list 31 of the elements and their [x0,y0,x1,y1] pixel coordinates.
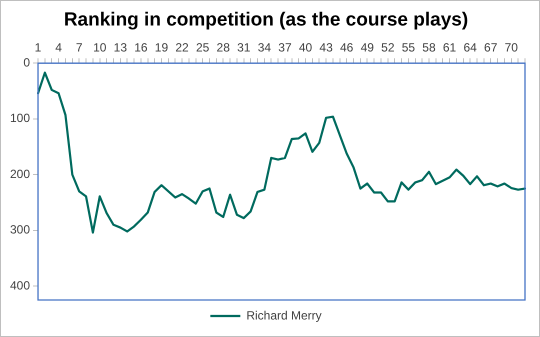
x-tick-label: 49 [360,40,374,54]
x-tick-label: 37 [278,40,292,54]
y-tick-label: 0 [23,56,30,70]
x-tick-label: 52 [381,40,395,54]
x-tick-label: 13 [114,40,128,54]
chart-title: Ranking in competition (as the course plays) [64,10,468,31]
x-tick-label: 4 [55,40,62,54]
x-tick-label: 70 [504,40,518,54]
x-tick-label: 7 [76,40,83,54]
x-tick-label: 34 [258,40,272,54]
x-tick-label: 19 [154,40,168,54]
x-tick-label: 58 [422,40,436,54]
y-tick-label: 200 [10,166,30,181]
legend-label: Richard Merry [246,308,322,322]
x-tick-label: 64 [463,40,478,54]
x-tick-label: 10 [93,40,107,54]
x-tick-label: 1 [34,40,42,54]
x-tick-label: 28 [216,40,230,54]
x-tick-label: 22 [175,40,190,54]
x-tick-label: 55 [402,40,416,54]
x-tick-label: 16 [134,40,148,54]
y-tick-label: 100 [10,111,30,126]
x-tick-label: 31 [237,40,251,54]
x-tick-label: 61 [442,40,457,54]
x-tick-label: 25 [196,40,210,54]
y-tick-label: 300 [10,222,30,237]
y-tick-label: 400 [10,278,30,292]
x-tick-label: 43 [319,40,334,54]
x-tick-label: 67 [484,40,498,54]
x-tick-label: 40 [298,40,313,54]
x-tick-label: 46 [340,40,354,54]
